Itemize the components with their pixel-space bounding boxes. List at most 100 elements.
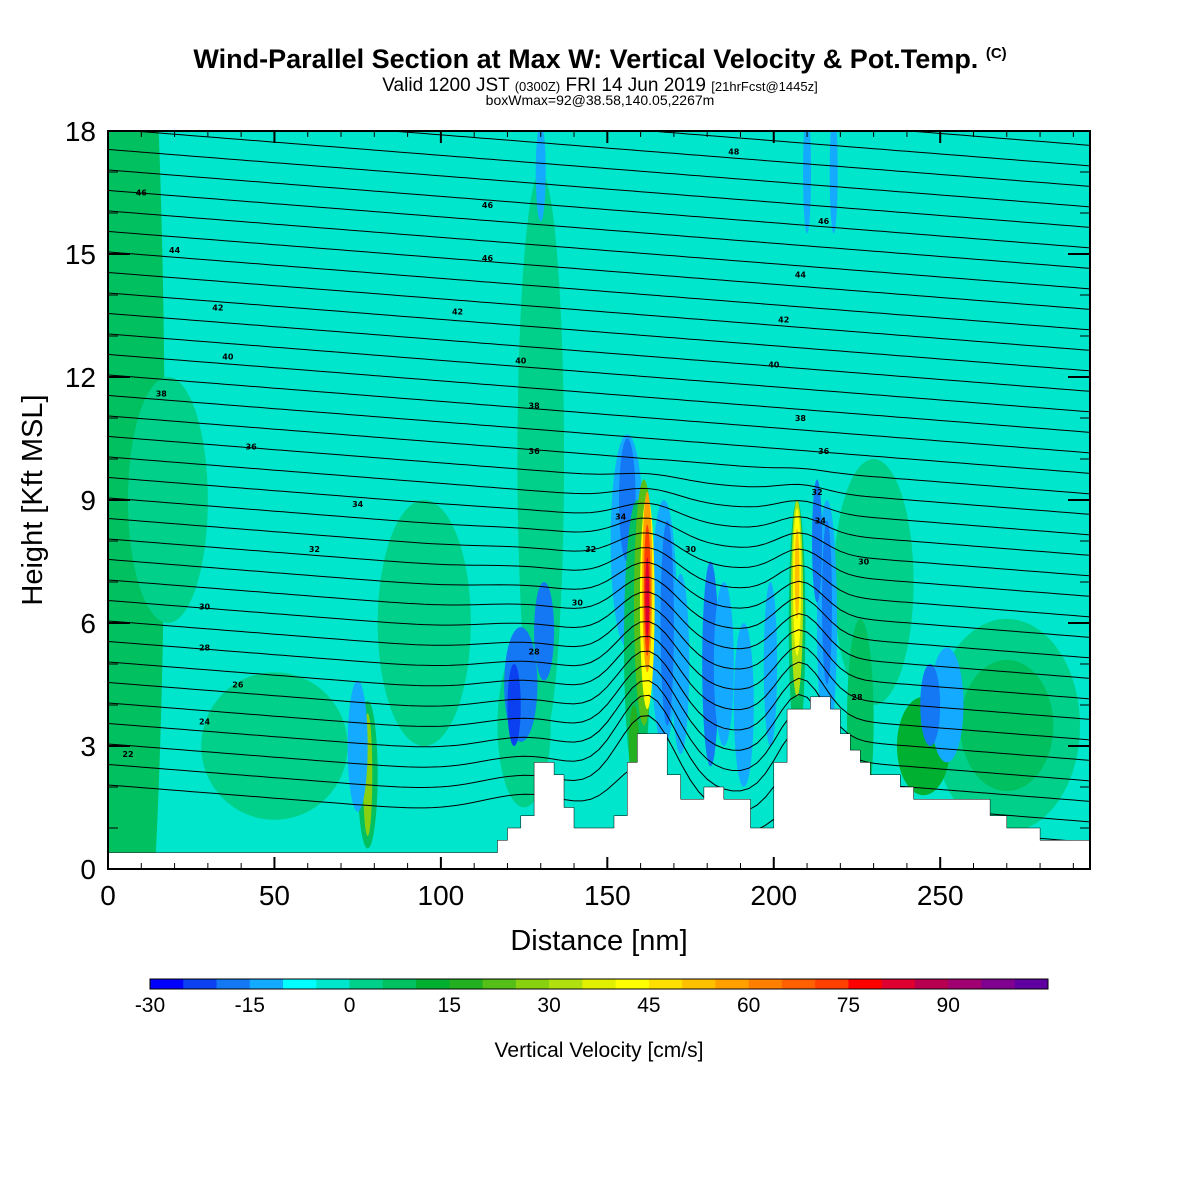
- x-axis-title: Distance [nm]: [510, 925, 687, 957]
- velocity-region: [920, 664, 941, 746]
- theta-contour: [386, 131, 1090, 187]
- velocity-region: [507, 664, 521, 746]
- colorbar-tick-label: 0: [344, 994, 356, 1017]
- terrain-mask: [107, 696, 1091, 870]
- theta-contour-layer: [108, 123, 1090, 864]
- theta-label: 40: [222, 353, 234, 362]
- theta-contour: [108, 497, 1090, 577]
- theta-contour: [108, 665, 1090, 782]
- velocity-region: [960, 659, 1054, 792]
- colorbar-swatch: [981, 979, 1016, 989]
- theta-contour: [108, 123, 1090, 125]
- y-tick-label: 18: [65, 116, 96, 147]
- theta-label: 46: [136, 189, 148, 198]
- theta-label: 24: [199, 717, 211, 726]
- theta-label: 22: [122, 750, 133, 759]
- theta-label-layer: 22 24 26 28 30 32 34 36 38 40 42 44 46 28 30 32 34 36 38 40…: [122, 148, 869, 760]
- velocity-region: [930, 647, 964, 763]
- colorbar-tick-label: 60: [737, 994, 760, 1017]
- colorbar-title: Vertical Velocity [cm/s]: [495, 1039, 704, 1062]
- colorbar-swatch: [183, 979, 218, 989]
- y-tick-label: 0: [80, 854, 96, 885]
- theta-label: 32: [585, 545, 596, 554]
- theta-contour: [108, 591, 1090, 679]
- x-tick-label: 50: [259, 880, 290, 911]
- theta-label: 34: [615, 512, 627, 521]
- theta-label: 48: [728, 148, 740, 157]
- y-tick-label: 6: [80, 608, 96, 639]
- theta-label: 34: [352, 500, 364, 509]
- y-tick-label: 15: [65, 239, 96, 270]
- theta-label: 46: [482, 201, 494, 210]
- theta-label: 30: [199, 603, 211, 612]
- colorbar-swatch: [449, 979, 484, 989]
- colorbar-swatch: [582, 979, 617, 989]
- theta-label: 30: [572, 599, 584, 608]
- velocity-region: [127, 377, 208, 623]
- velocity-region: [645, 557, 650, 640]
- x-tick-label: 200: [750, 880, 797, 911]
- theta-contour: [108, 576, 1090, 659]
- theta-label: 32: [309, 545, 320, 554]
- theta-label: 44: [169, 246, 181, 255]
- theta-label: 46: [482, 254, 494, 263]
- velocity-region: [535, 131, 546, 222]
- colorbar-swatch: [815, 979, 849, 989]
- velocity-region: [812, 479, 823, 603]
- theta-label: 38: [529, 402, 541, 411]
- y-tick-label: 3: [80, 731, 96, 762]
- velocity-region: [794, 528, 800, 619]
- colorbar-tick-label: -15: [235, 994, 265, 1017]
- theta-label: 40: [768, 361, 780, 370]
- theta-contour: [644, 131, 1090, 167]
- theta-contour: [108, 650, 1090, 761]
- velocity-region: [702, 561, 719, 767]
- theta-contour: [108, 189, 1090, 269]
- colorbar-tick-label: 30: [537, 994, 560, 1017]
- velocity-region: [829, 131, 838, 234]
- colorbar-swatch: [216, 979, 251, 989]
- theta-contour: [108, 353, 1090, 433]
- theta-label: 28: [851, 693, 863, 702]
- theta-label: 32: [811, 488, 822, 497]
- chart-title: Wind-Parallel Section at Max W: Vertical…: [0, 44, 1200, 75]
- velocity-region: [201, 672, 348, 820]
- chart-title-text: Wind-Parallel Section at Max W: Vertical…: [193, 44, 979, 74]
- theta-contour: [108, 251, 1090, 331]
- theta-contour: [108, 635, 1090, 741]
- colorbar-swatch: [349, 979, 384, 989]
- valid-prefix: Valid 1200 JST: [382, 75, 510, 96]
- theta-label: 36: [246, 443, 258, 452]
- x-tick-label: 100: [418, 880, 465, 911]
- theta-contour: [108, 333, 1090, 413]
- theta-contour: [108, 680, 1090, 802]
- colorbar-swatch: [615, 979, 650, 989]
- theta-label: 42: [212, 303, 223, 312]
- colorbar-frame: [149, 978, 1049, 990]
- theta-contour: [108, 210, 1090, 290]
- box-max-info: boxWmax=92@38.58,140.05,2267m: [485, 92, 715, 108]
- theta-contour: [108, 272, 1090, 351]
- colorbar-swatch: [781, 979, 816, 989]
- terrain-layer: [107, 696, 1091, 870]
- theta-contour: [127, 131, 1090, 208]
- colorbar-swatch: [881, 979, 916, 989]
- copyright-mark: (C): [985, 45, 1007, 62]
- colorbar-swatch: [715, 979, 750, 989]
- colorbar-swatch: [382, 979, 417, 989]
- valid-time-line: Valid 1200 JST (0300Z) FRI 14 Jun 2019 […: [0, 75, 1200, 97]
- colorbar-swatch: [748, 979, 783, 989]
- valid-zulu: (0300Z): [514, 79, 561, 94]
- colorbar-swatch: [283, 979, 317, 989]
- theta-contour: [108, 169, 1090, 249]
- theta-contour: [108, 148, 1090, 228]
- theta-label: 40: [515, 357, 527, 366]
- colorbar-tick-label: 45: [637, 994, 660, 1017]
- theta-contour: [108, 538, 1090, 618]
- colorbar-tick-label: 15: [438, 994, 461, 1017]
- colorbar: -30 -15 0 15 30 45 60 75 90 Vertical Velocity [cm…: [135, 978, 1049, 1062]
- theta-label: 30: [858, 558, 870, 567]
- theta-label: 28: [199, 644, 211, 653]
